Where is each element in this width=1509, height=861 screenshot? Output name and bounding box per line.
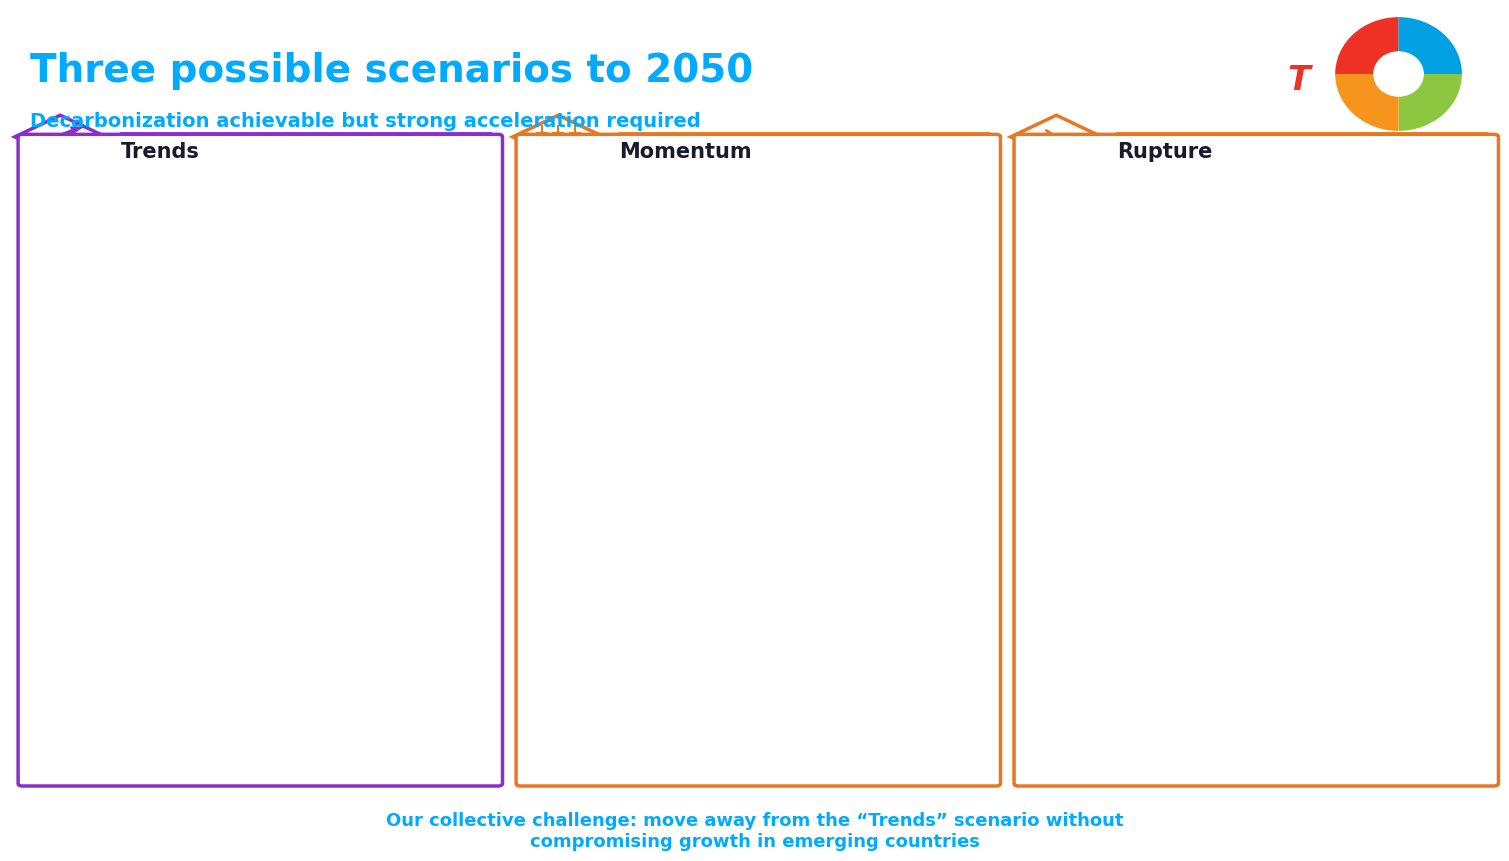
Text: •: • [557, 682, 564, 696]
Text: NZ50: NZ50 [1109, 530, 1144, 544]
Text: Global South: Global South [113, 325, 193, 336]
Text: •: • [59, 606, 66, 620]
Text: -1.1% / year: -1.1% / year [403, 375, 471, 384]
Text: Global South: Global South [1109, 325, 1189, 336]
Bar [554, 133, 563, 147]
Text: NZ50 countries and China reach their
2050/2060 targets: NZ50 countries and China reach their 205… [582, 606, 818, 634]
Text: TotalEnergies: TotalEnergies [1316, 157, 1431, 171]
Y-axis label: Emissions (Gt CO$_2$*): Emissions (Gt CO$_2$*) [51, 335, 65, 440]
Text: Rupture: Rupture [1117, 142, 1212, 162]
Text: Our collective challenge: move away from the “Trends” scenario without
compromis: Our collective challenge: move away from… [386, 811, 1123, 851]
Text: Global South: Global South [611, 325, 691, 336]
Text: India and Global South are developing
without decarbonizing: India and Global South are developing wi… [85, 713, 324, 740]
Text: Trends: Trends [121, 142, 199, 162]
Text: ~ +2.6-2.7°C** by 2100: ~ +2.6-2.7°C** by 2100 [160, 755, 361, 770]
Text: •: • [1055, 606, 1062, 620]
Text: •: • [1055, 713, 1062, 727]
Text: China: China [113, 437, 151, 451]
Text: In India and Global South, around half of
the growth in energy demand is met by : In India and Global South, around half o… [582, 682, 860, 725]
Text: Global cooperation enables India and
Global South to join in the race to Net
Zer: Global cooperation enables India and Glo… [1080, 606, 1317, 649]
Text: ~ +1.7-1.8°C** by 2100: ~ +1.7-1.8°C** by 2100 [1156, 755, 1357, 770]
Circle shape [1373, 53, 1424, 97]
Bar [570, 133, 579, 147]
Text: -5.1% / year: -5.1% / year [1399, 375, 1467, 384]
Wedge shape [1399, 18, 1462, 75]
Text: Based on current trends, NZ50 countries
fail to reach their long-term objectives: Based on current trends, NZ50 countries … [85, 606, 340, 649]
Wedge shape [1335, 18, 1399, 75]
Text: India: India [113, 375, 146, 389]
Text: ~ +2.2-2.3°C** by 2100: ~ +2.2-2.3°C** by 2100 [658, 755, 859, 770]
Text: India: India [1109, 375, 1142, 389]
Text: •: • [557, 606, 564, 620]
Text: Three possible scenarios to 2050: Three possible scenarios to 2050 [30, 52, 753, 90]
Text: Momentum: Momentum [619, 142, 751, 162]
Text: NZ50: NZ50 [611, 530, 646, 544]
Text: -1.7% / year: -1.7% / year [901, 375, 969, 384]
Text: China: China [1109, 437, 1147, 451]
Text: Demand growth is addressed with low-carbon
energies and efficiency gains: Demand growth is addressed with low-carb… [1080, 713, 1367, 740]
Y-axis label: Emissions (Gt CO$_2$*): Emissions (Gt CO$_2$*) [549, 335, 563, 440]
Wedge shape [1335, 75, 1399, 132]
Y-axis label: Emissions (Gt CO$_2$*): Emissions (Gt CO$_2$*) [1047, 335, 1061, 440]
Text: Decarbonization achievable but strong acceleration required: Decarbonization achievable but strong ac… [30, 112, 700, 131]
Text: T: T [1287, 64, 1311, 97]
Wedge shape [1399, 75, 1462, 132]
Text: •: • [59, 713, 66, 727]
Text: NZ50: NZ50 [113, 530, 148, 544]
Text: China: China [611, 437, 649, 451]
Text: India: India [611, 375, 644, 389]
Bar [537, 133, 546, 147]
